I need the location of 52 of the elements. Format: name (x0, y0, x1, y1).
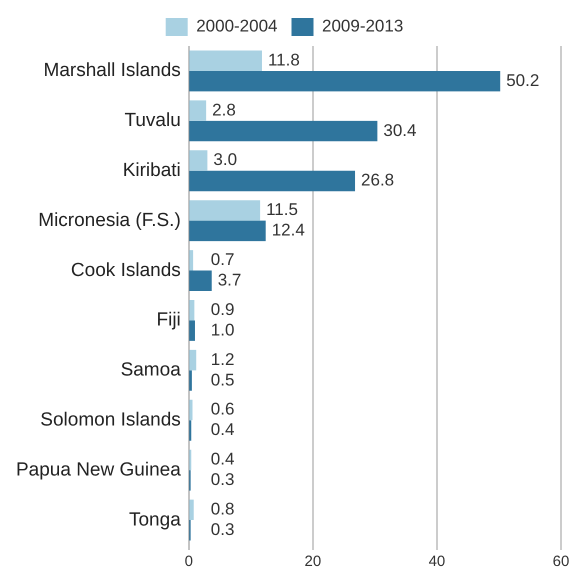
data-label: 11.8 (268, 50, 300, 70)
x-tick-label: 0 (184, 553, 193, 570)
data-label: 0.7 (210, 250, 234, 270)
data-label: 0.5 (210, 370, 234, 390)
data-label: 50.2 (506, 70, 540, 90)
bar (189, 300, 194, 320)
data-label: 3.0 (213, 150, 238, 170)
bar (189, 100, 206, 121)
x-tick-label: 40 (428, 553, 446, 570)
data-label: 0.3 (210, 470, 234, 490)
y-tick-label: Cook Islands (70, 260, 181, 281)
y-tick-label: Solomon Islands (40, 409, 181, 430)
bar (189, 120, 378, 142)
x-tick-label: 60 (552, 553, 570, 570)
bar (189, 320, 195, 341)
y-tick-label: Samoa (120, 360, 182, 381)
data-label: 0.4 (210, 420, 234, 440)
y-tick-label: Micronesia (F.S.) (38, 210, 181, 231)
data-label: 0.8 (210, 500, 234, 519)
data-label: 11.5 (266, 200, 298, 220)
data-label: 1.2 (210, 350, 234, 369)
legend-label: 2000-2004 (196, 16, 278, 36)
bar (189, 270, 212, 292)
data-label: 12.4 (272, 220, 305, 240)
bar (189, 50, 262, 71)
data-label: 0.6 (210, 400, 234, 419)
y-tick-label: Tuvalu (124, 110, 181, 132)
y-tick-label: Kiribati (122, 160, 181, 181)
bar (189, 400, 192, 420)
x-tick-label: 20 (304, 553, 322, 570)
bar (189, 250, 194, 271)
y-tick-label: Papua New Guinea (16, 459, 182, 480)
data-label: 30.4 (383, 120, 416, 140)
data-label: 0.3 (210, 520, 234, 539)
data-label: 1.0 (210, 320, 234, 340)
bar (189, 170, 356, 192)
y-tick-label: Tonga (128, 509, 182, 530)
data-label: 26.8 (361, 170, 394, 190)
bar (189, 500, 194, 520)
bar (189, 220, 266, 242)
bar (189, 150, 208, 171)
data-label: 0.9 (210, 300, 234, 319)
data-label: 0.4 (210, 450, 234, 469)
bar (189, 370, 192, 391)
y-tick-label: Fiji (156, 310, 181, 331)
bar (189, 350, 196, 370)
data-label: 3.7 (218, 270, 242, 290)
bar (189, 200, 260, 221)
y-tick-label: Marshall Islands (43, 60, 181, 82)
bar (189, 70, 500, 92)
legend-label: 2009-2013 (322, 16, 404, 36)
data-label: 2.8 (212, 100, 236, 120)
